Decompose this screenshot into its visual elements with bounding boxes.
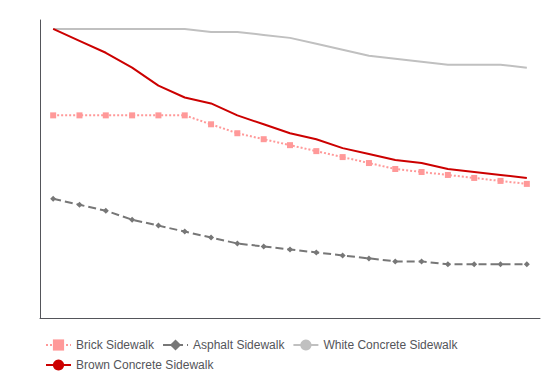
svg-text:Brick Sidewalk: Brick Sidewalk	[76, 338, 155, 352]
svg-text:White Concrete Sidewalk: White Concrete Sidewalk	[323, 338, 458, 352]
svg-text:Asphalt Sidewalk: Asphalt Sidewalk	[193, 338, 285, 352]
svg-text:Brown Concrete Sidewalk: Brown Concrete Sidewalk	[76, 358, 214, 372]
